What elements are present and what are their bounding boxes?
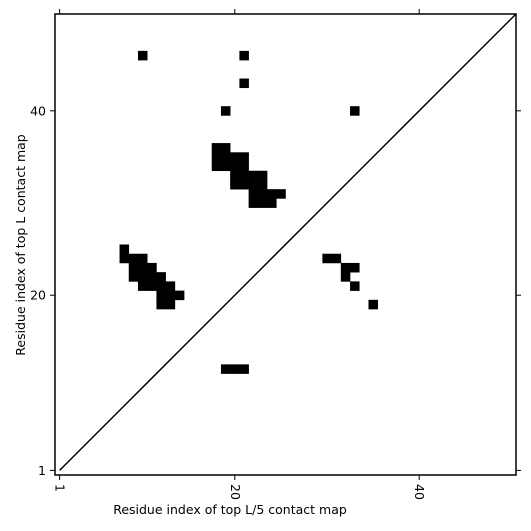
contact-cell [239, 364, 249, 374]
contact-cell [248, 198, 259, 208]
contact-cell [156, 299, 166, 310]
x-tick-label: 20 [228, 484, 243, 500]
y-tick-label: 1 [38, 463, 46, 478]
contact-cell [239, 161, 249, 172]
plot-frame [54, 13, 517, 476]
contact-cell [322, 253, 332, 264]
contact-cell [220, 106, 231, 116]
contact-cell [230, 152, 240, 162]
diagonal-line [59, 13, 517, 471]
contact-cell [239, 50, 249, 61]
x-axis-label: Residue index of top L/5 contact map [113, 502, 347, 517]
contact-cell [211, 152, 222, 162]
contact-cell [239, 179, 249, 190]
contact-cell [147, 281, 157, 291]
contact-cell [128, 262, 139, 273]
contact-cell [230, 179, 240, 190]
contact-cell [248, 170, 259, 181]
contact-cell [350, 262, 360, 273]
contact-cell [230, 161, 240, 172]
contact-cell [257, 189, 268, 199]
contact-cell [137, 281, 148, 291]
contact-cell [276, 189, 286, 199]
contact-cell [340, 272, 351, 282]
contact-cell [156, 290, 166, 301]
contact-cell [257, 170, 268, 181]
contact-cell [239, 170, 249, 181]
contact-cell [239, 152, 249, 162]
contact-cell [137, 50, 148, 61]
contact-cell [156, 272, 166, 282]
contact-cell [267, 198, 277, 208]
contact-cell [137, 262, 148, 273]
contact-cell [211, 143, 222, 153]
contact-cell [165, 290, 176, 301]
contact-cell [239, 78, 249, 89]
contact-cell [350, 281, 360, 291]
contact-cell [174, 290, 185, 301]
y-tick-label: 40 [30, 103, 46, 118]
contact-cell [248, 189, 259, 199]
contact-cell [340, 262, 351, 273]
contact-cell [368, 299, 378, 310]
contact-cell [137, 253, 148, 264]
contact-cell [331, 253, 342, 264]
contact-cell [137, 272, 148, 282]
contact-cell [350, 106, 360, 116]
contact-cell [147, 272, 157, 282]
x-tick-label: 1 [53, 484, 68, 492]
contact-cell [220, 152, 231, 162]
contact-cell [119, 244, 130, 255]
contact-cell [156, 281, 166, 291]
contact-cell [248, 179, 259, 190]
contact-cell [119, 253, 130, 264]
contact-cell [257, 179, 268, 190]
contact-cell [147, 262, 157, 273]
contact-cell [128, 253, 139, 264]
contact-cell [128, 272, 139, 282]
y-axis-label: Residue index of top L contact map [13, 134, 28, 355]
contact-cell [257, 198, 268, 208]
contact-cell [220, 143, 231, 153]
contact-cell [165, 299, 176, 310]
contact-cell [220, 364, 231, 374]
contact-cell [220, 161, 231, 172]
contact-cell [165, 281, 176, 291]
contact-cell [230, 170, 240, 181]
contact-cell [211, 161, 222, 172]
x-tick-label: 40 [412, 484, 427, 500]
contact-cell [230, 364, 240, 374]
contact-cell [267, 189, 277, 199]
y-tick-label: 20 [30, 288, 46, 303]
